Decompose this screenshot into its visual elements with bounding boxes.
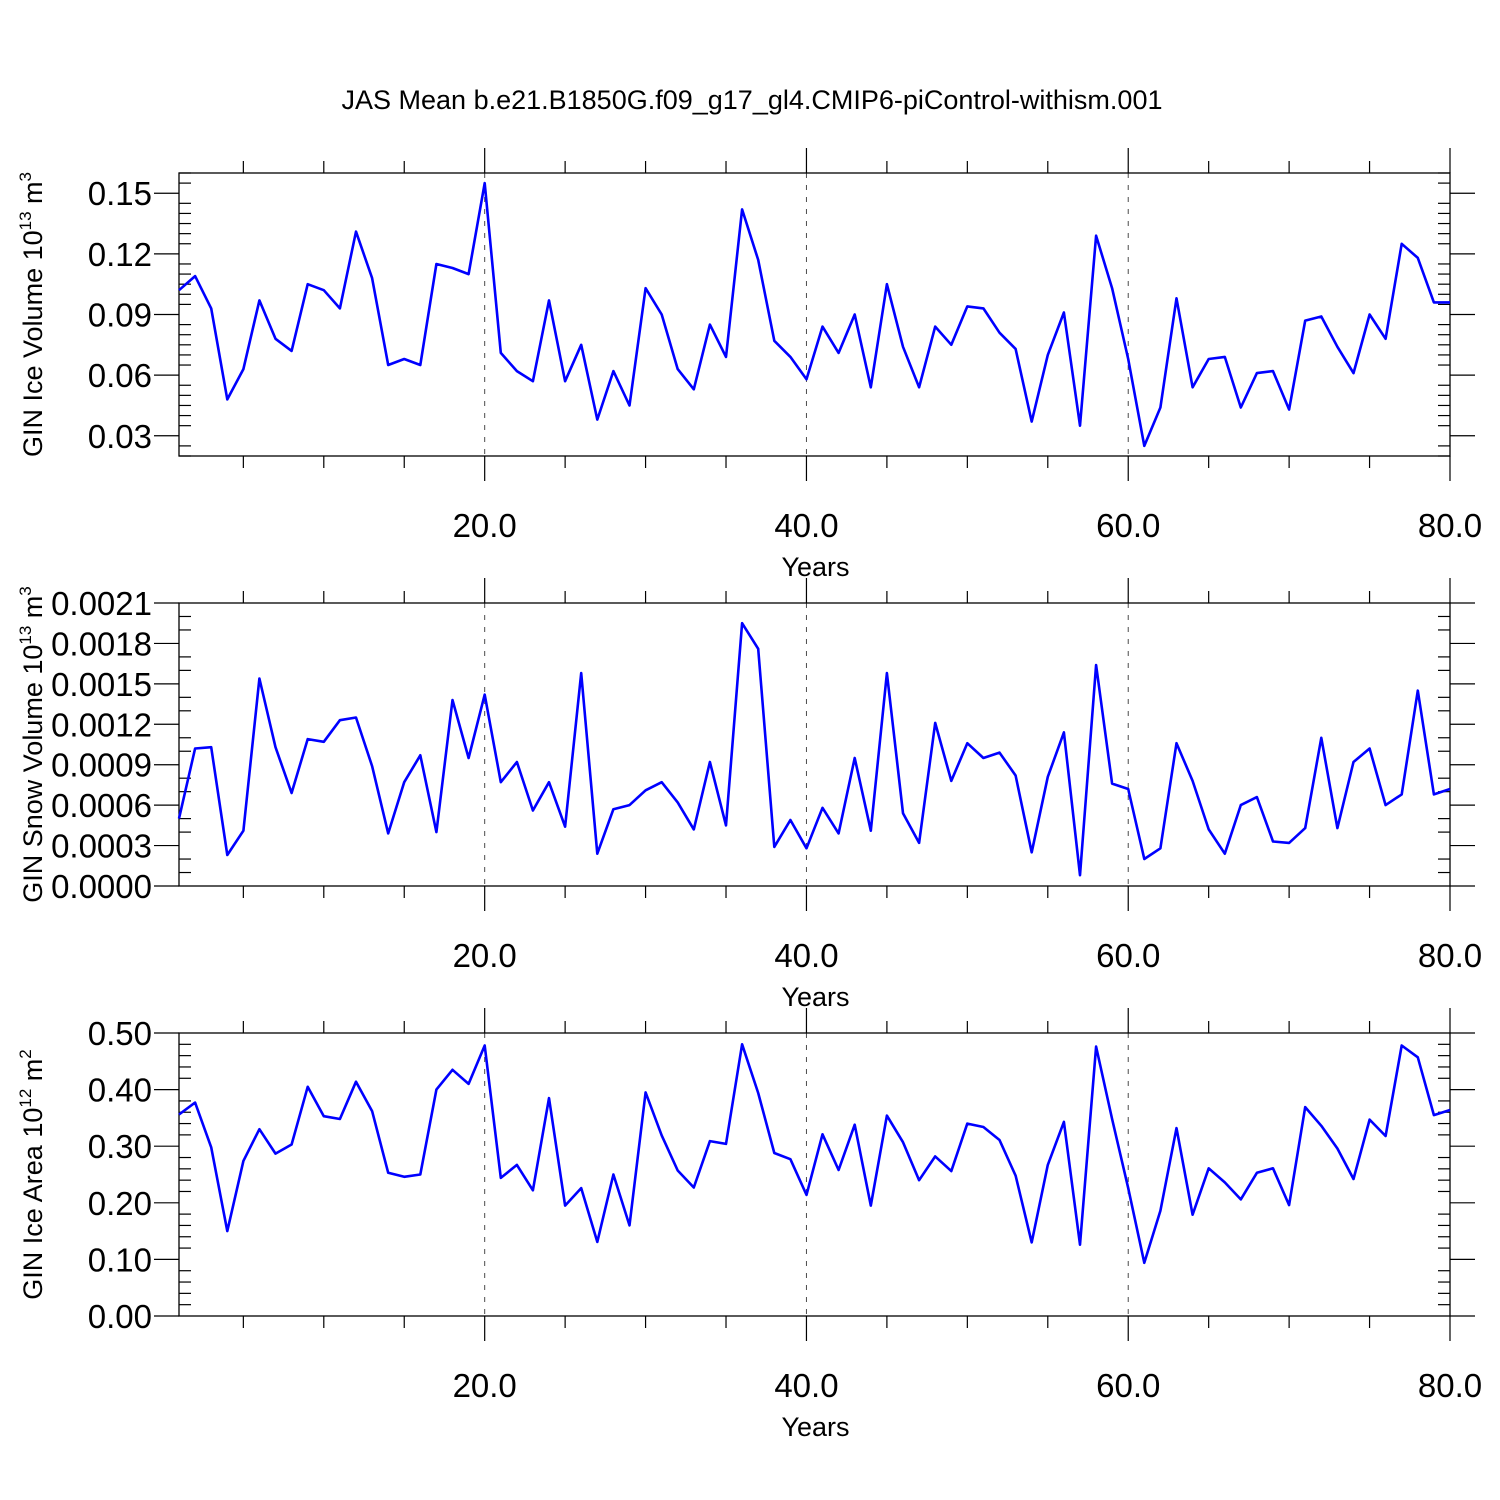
y-axis-title-superscript: 3 [16, 172, 35, 181]
series-line [177, 621, 1451, 877]
x-tick-label: 40.0 [774, 1367, 838, 1404]
y-tick-label: 0.30 [88, 1128, 152, 1165]
x-tick-label: 20.0 [453, 1367, 517, 1404]
y-axis-title: GIN Snow Volume 1013 m3 [16, 586, 48, 903]
x-tick-label: 40.0 [774, 507, 838, 544]
y-tick-label: 0.0021 [51, 585, 152, 622]
panel-ice-volume: 0.03 0.06 0.09 0.12 0.15 20.0 40.0 60.0 80.0 Year… [16, 148, 1482, 582]
y-axis-title-superscript: 3 [16, 586, 35, 595]
plot-frame [178, 602, 1451, 887]
y-axis-title-part: GIN Snow Volume 10 [18, 645, 48, 903]
y-axis-title-part: m [18, 596, 48, 626]
y-axis-title-superscript: 12 [16, 1089, 35, 1108]
x-tick-label: 20.0 [453, 507, 517, 544]
x-tick-label: 80.0 [1418, 1367, 1482, 1404]
x-axis-title: Years [781, 552, 849, 582]
y-tick-label: 0.40 [88, 1072, 152, 1109]
y-axis-title: GIN Ice Volume 1013 m3 [16, 172, 48, 457]
y-axis-title-superscript: 13 [16, 211, 35, 230]
y-tick-label: 0.03 [88, 418, 152, 455]
x-tick-label: 20.0 [453, 937, 517, 974]
x-axis-title: Years [781, 1412, 849, 1442]
y-tick-label: 0.10 [88, 1241, 152, 1278]
y-tick-label: 0.0003 [51, 828, 152, 865]
x-axis-title: Years [781, 982, 849, 1012]
panel-ice-area: 0.00 0.10 0.20 0.30 0.40 0.50 20.0 40.0 60.0 80.0… [16, 1008, 1482, 1442]
x-tick-label: 60.0 [1096, 1367, 1160, 1404]
y-axis-title-part: GIN Ice Area 10 [18, 1108, 48, 1300]
series-line [178, 181, 1450, 448]
plot-frame [178, 172, 1451, 457]
x-tick-label: 60.0 [1096, 937, 1160, 974]
y-tick-label: 0.0012 [51, 706, 152, 743]
y-tick-label: 0.0009 [51, 747, 152, 784]
y-tick-label: 0.15 [88, 175, 152, 212]
y-axis-title-part: m [18, 1059, 48, 1089]
y-tick-label: 0.09 [88, 297, 152, 334]
y-axis-title-superscript: 2 [16, 1049, 35, 1058]
figure-title: JAS Mean b.e21.B1850G.f09_g17_gl4.CMIP6-… [342, 85, 1163, 115]
x-tick-label: 80.0 [1418, 507, 1482, 544]
y-tick-label: 0.00 [88, 1298, 152, 1335]
y-tick-label: 0.06 [88, 357, 152, 394]
y-tick-label: 0.0006 [51, 787, 152, 824]
y-tick-label: 0.0018 [51, 625, 152, 662]
y-tick-label: 0.50 [88, 1015, 152, 1052]
x-tick-label: 40.0 [774, 937, 838, 974]
y-axis-title: GIN Ice Area 1012 m2 [16, 1049, 48, 1300]
y-axis-title-part: GIN Ice Volume 10 [18, 230, 48, 457]
x-tick-label: 60.0 [1096, 507, 1160, 544]
y-tick-label: 0.0000 [51, 868, 152, 905]
y-tick-label: 0.0015 [51, 666, 152, 703]
series-line [178, 1043, 1451, 1265]
y-tick-label: 0.20 [88, 1185, 152, 1222]
y-tick-label: 0.12 [88, 236, 152, 273]
y-axis-title-part: m [18, 181, 48, 211]
plot-frame [178, 1032, 1451, 1317]
y-axis-title-superscript: 13 [16, 626, 35, 645]
x-tick-label: 80.0 [1418, 937, 1482, 974]
